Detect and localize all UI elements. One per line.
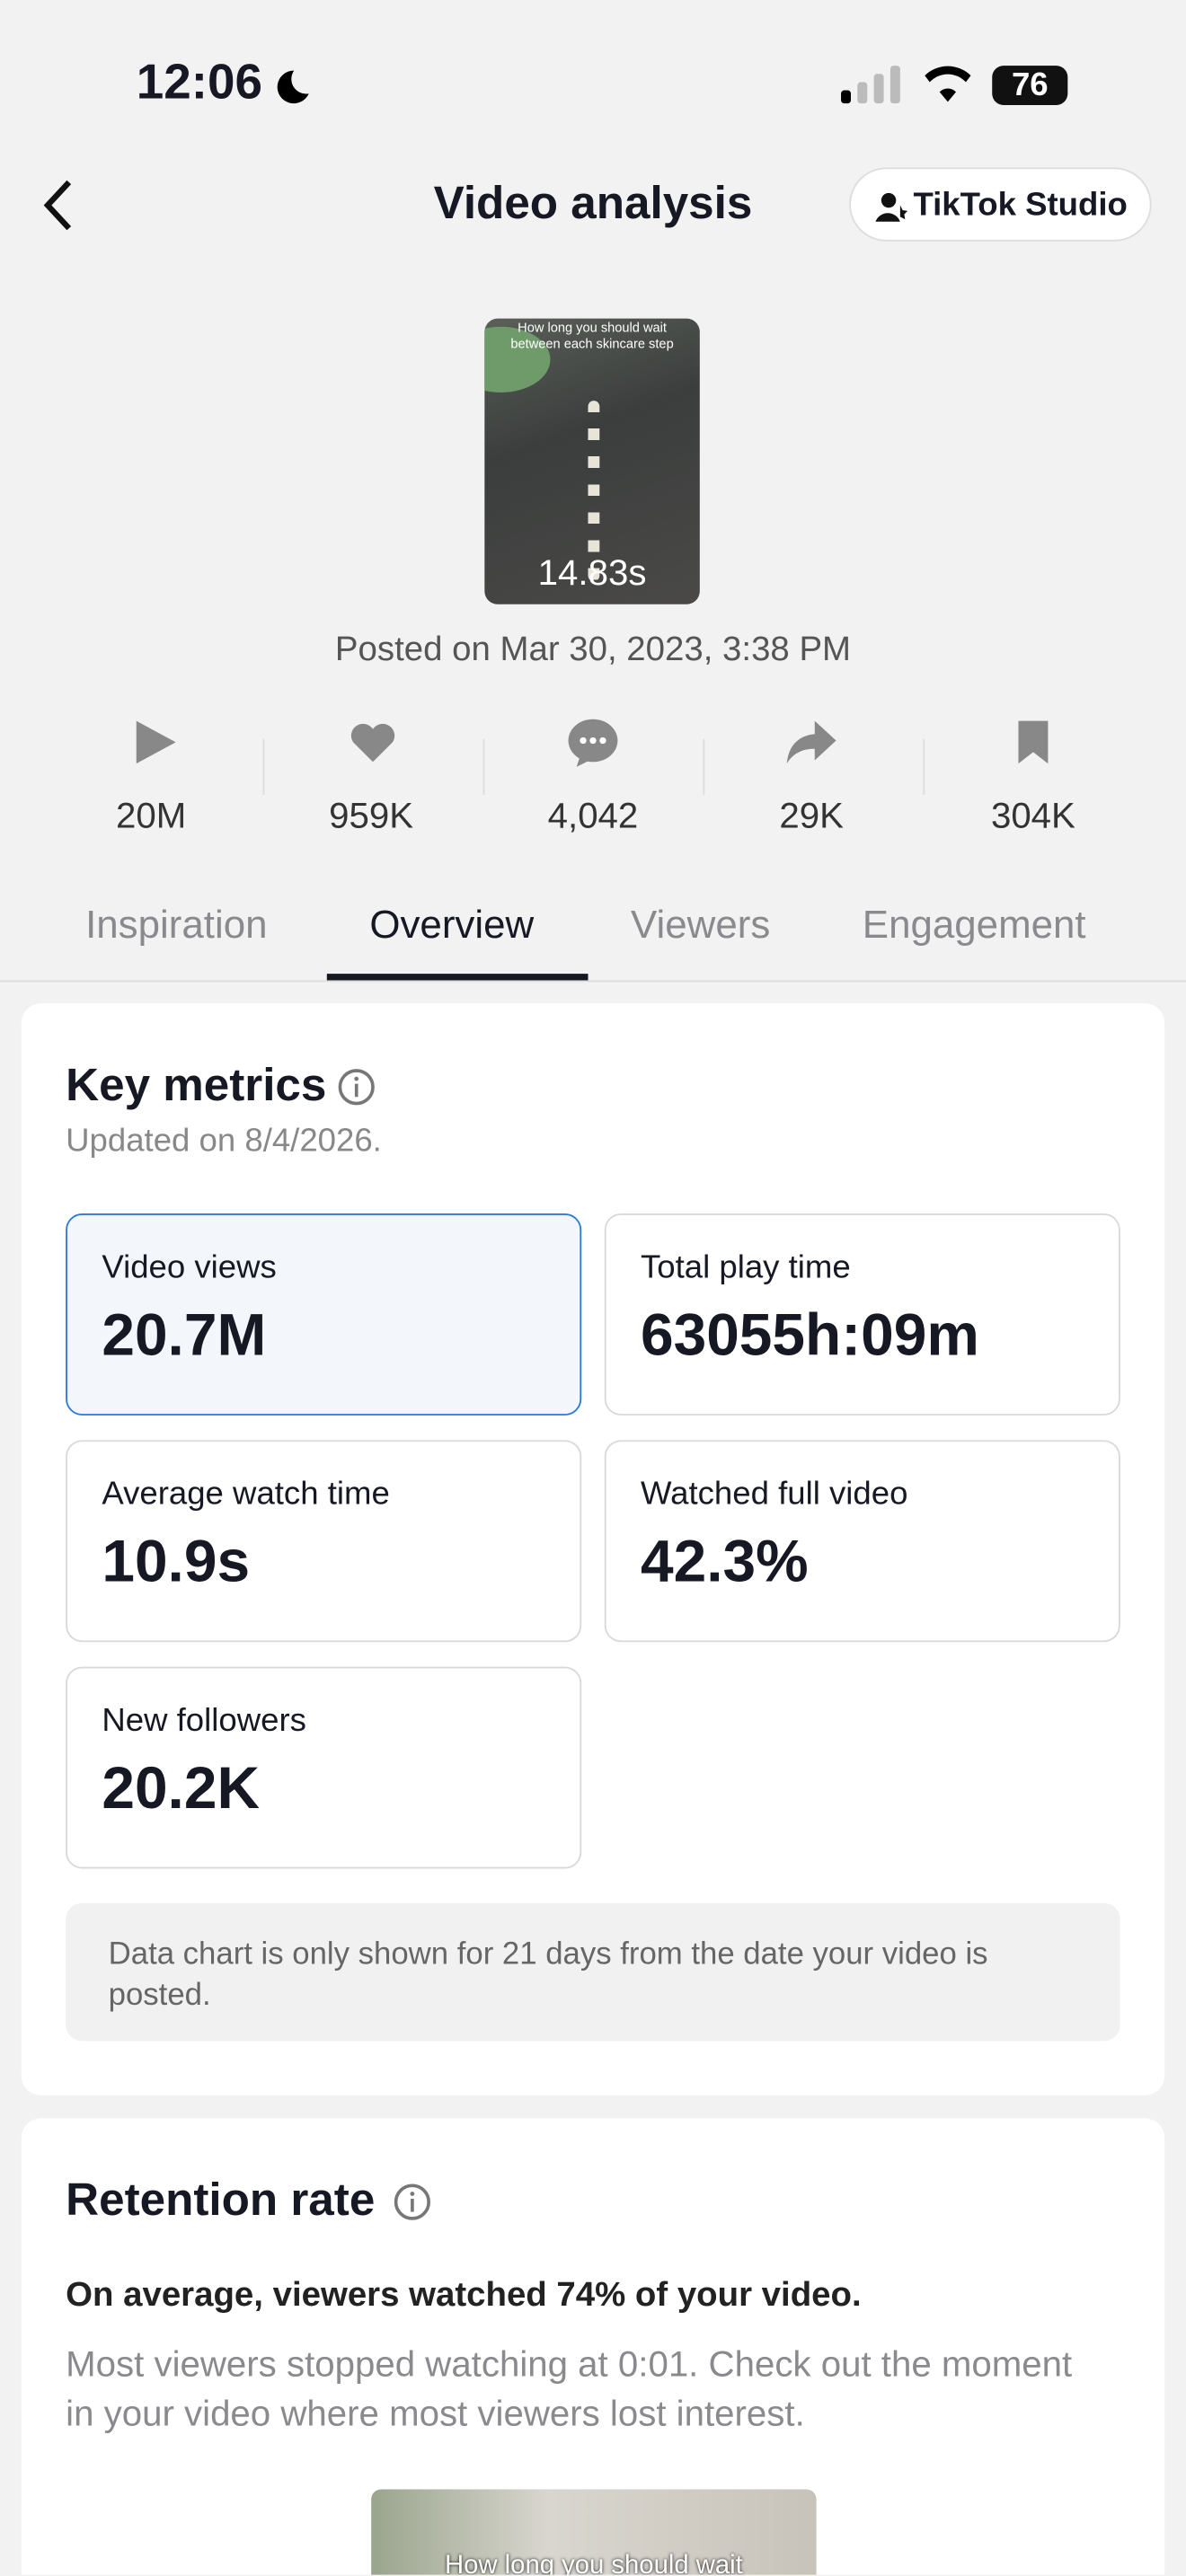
tab-border [0, 980, 1186, 983]
battery: 76 [992, 66, 1068, 106]
metric-value: 10.9s [102, 1527, 251, 1595]
divider [923, 738, 925, 795]
signal-icon [841, 66, 900, 104]
divider [262, 738, 265, 795]
stat-saves: 304K [990, 794, 1075, 836]
updated-date: Updated on 8/4/2026. [66, 1123, 382, 1160]
stat-shares: 29K [779, 794, 844, 836]
stat-comments: 4,042 [547, 794, 639, 836]
metric-value: 63055h:09m [640, 1300, 979, 1368]
tab[interactable]: Inspiration [85, 903, 268, 948]
saves-icon [1018, 720, 1049, 764]
tab-active[interactable]: Overview [369, 903, 535, 948]
info-icon[interactable] [337, 1067, 376, 1107]
thumb-caption: How long you should wait between each sk… [510, 320, 674, 352]
status-time: 12:06 [136, 56, 263, 110]
metric-label: Watched full video [640, 1476, 908, 1513]
studio-label: TikTok Studio [913, 187, 1128, 224]
section-title: Retention rate [66, 2174, 376, 2226]
back-button[interactable] [40, 177, 79, 233]
metric-value: 42.3% [640, 1527, 809, 1595]
video-thumbnail[interactable]: How long you should wait between each sk… [484, 318, 700, 604]
metric-value: 20.2K [102, 1753, 260, 1822]
section-title: Key metrics [66, 1059, 327, 1110]
tab[interactable]: Viewers [631, 903, 771, 948]
metric-label: Total play time [640, 1249, 851, 1286]
retention-panel: Retention rate On average, viewers watch… [21, 2118, 1165, 2575]
metric-label: Average watch time [102, 1476, 390, 1513]
page-title: Video analysis [433, 177, 753, 229]
metric-card[interactable]: Watched full video 42.3% [604, 1440, 1120, 1643]
stat-views: 20M [116, 794, 187, 836]
chart-note: Data chart is only shown for 21 days fro… [66, 1902, 1120, 2042]
studio-button[interactable]: TikTok Studio [849, 167, 1152, 242]
retention-detail: Most viewers stopped watching at 0:01. C… [66, 2342, 1073, 2434]
metric-label: New followers [102, 1702, 306, 1740]
metric-value: 20.7M [102, 1300, 267, 1368]
divider [482, 738, 485, 795]
moon-icon [277, 70, 309, 104]
comments-icon [568, 719, 618, 767]
key-metrics-panel: Key metrics Updated on 8/4/2026. Video v… [21, 1003, 1165, 2095]
metric-card-selected[interactable]: Video views 20.7M [66, 1213, 582, 1416]
wifi-icon [925, 66, 971, 102]
stat-likes: 959K [329, 794, 414, 836]
metric-label: Video views [102, 1249, 277, 1286]
retention-thumbnail[interactable]: How long you should wait [371, 2489, 817, 2575]
posted-date: Posted on Mar 30, 2023, 3:38 PM [334, 631, 852, 669]
thumb-caption: How long you should wait [445, 2552, 743, 2575]
views-icon [136, 720, 176, 764]
metric-card[interactable]: Average watch time 10.9s [66, 1440, 582, 1643]
video-duration: 14.83s [537, 551, 647, 593]
info-icon[interactable] [393, 2183, 432, 2222]
likes-icon [350, 723, 395, 763]
tab-indicator [326, 974, 589, 981]
retention-summary: On average, viewers watched 74% of your … [66, 2275, 862, 2314]
metric-card[interactable]: Total play time 63055h:09m [604, 1213, 1120, 1416]
studio-icon [875, 192, 908, 222]
metric-card[interactable]: New followers 20.2K [66, 1666, 582, 1869]
divider [703, 738, 705, 795]
tab[interactable]: Engagement [862, 903, 1086, 948]
thumb-drops [588, 401, 600, 582]
shares-icon [786, 720, 836, 764]
